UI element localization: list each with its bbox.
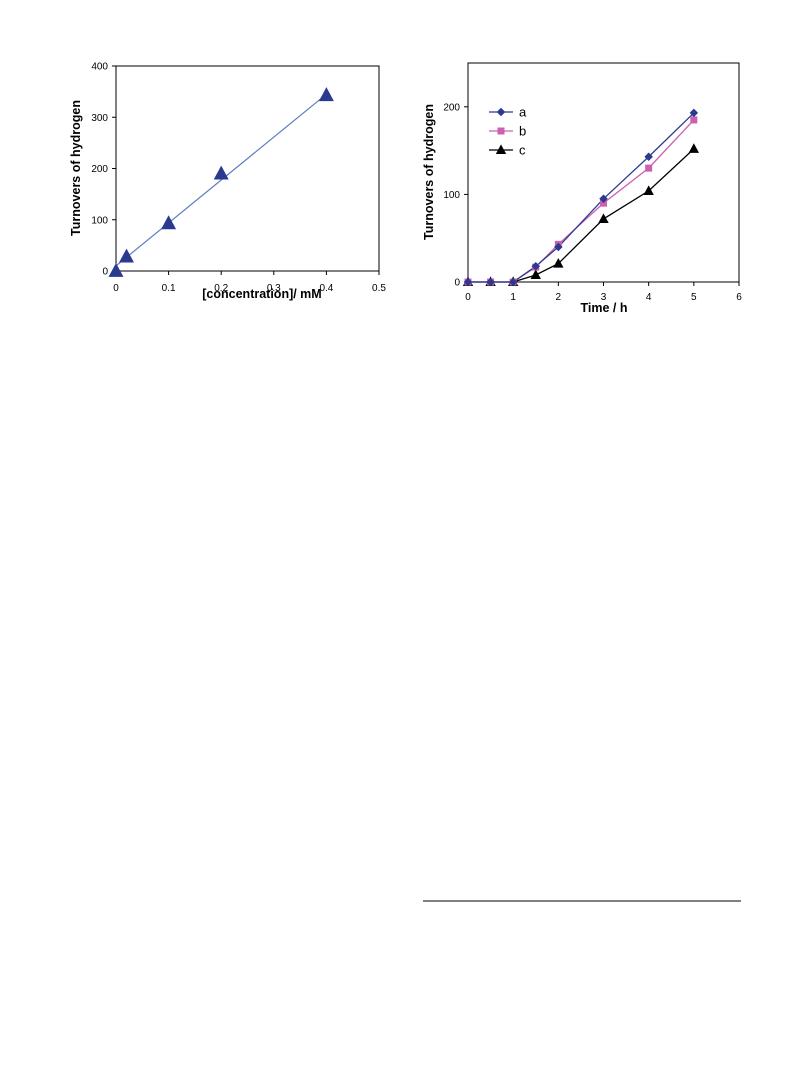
legend-label-c: c [519,143,526,158]
chart-2-plot-frame [467,62,740,283]
chart-1-plot-frame [115,65,380,272]
legend-marker-c [495,144,507,155]
chart-1-y-tick-label: 100 [91,215,108,226]
chart-2-data-point-b [690,116,698,124]
chart-1-x-tick-label: 0.5 [372,283,386,294]
chart-2-series-line-a [468,112,695,283]
chart-1: 0 100 200 300 400 0 0.1 0.2 0.3 0.4 0.5 [concentr… [69,62,386,302]
chart-1-y-tick-label: 0 [102,267,108,278]
chart-1-x-tick-label: 0.3 [267,283,281,294]
chart-2-data-point-b [645,164,653,172]
chart-2-data-point-b [600,199,607,207]
chart-2-y-tick-label: 200 [443,102,460,113]
chart-1-y-ticks: 0 100 200 300 400 [91,62,116,278]
chart-2-x-tick-label: 6 [736,292,742,303]
chart-2-data-point-c [530,269,541,280]
chart-2-data-point-a [486,277,495,287]
chart-1-x-tick-label: 0.2 [214,283,228,294]
chart-2-x-axis-title: Time / h [580,301,627,315]
chart-1-data-point [108,262,124,277]
chart-1-trendline [115,93,327,267]
chart-1-x-tick-label: 0.1 [162,283,176,294]
chart-2: 0 100 200 0 1 2 3 4 5 6 abc Time / h Turnovers o… [422,62,742,315]
legend-marker-a [496,107,506,117]
legend-marker-b [497,127,505,135]
chart-2-x-ticks: 0 1 2 3 4 5 6 [465,282,742,303]
chart-1-x-tick-label: 0 [113,283,119,294]
chart-2-x-tick-label: 0 [465,292,471,303]
chart-2-y-tick-label: 0 [454,278,460,289]
chart-2-x-tick-label: 3 [601,292,607,303]
chart-2-x-tick-label: 5 [691,292,697,303]
chart-1-x-axis-title: [concentration]/ mM [202,287,321,301]
chart-1-marks [108,87,334,277]
chart-2-data-point-a [508,277,518,287]
chart-2-y-ticks: 0 100 200 [443,102,468,289]
chart-2-x-tick-label: 4 [646,292,652,303]
chart-1-data-point [161,215,177,230]
chart-1-data-point [318,87,334,102]
legend-label-a: a [519,105,527,120]
chart-2-legend: abc [489,105,527,158]
chart-2-y-axis-title: Turnovers of hydrogen [422,104,436,240]
chart-1-data-point [119,248,134,263]
chart-2-data-point-a [599,194,608,204]
chart-2-data-point-c [688,143,700,153]
chart-2-x-tick-label: 2 [556,292,562,303]
chart-2-data-point-a [689,108,699,118]
chart-2-x-tick-label: 1 [510,292,516,303]
chart-2-data-point-a [644,152,653,161]
chart-1-y-axis-title: Turnovers of hydrogen [69,100,83,236]
chart-2-data-point-a [463,277,473,287]
chart-1-x-tick-label: 0.4 [319,283,333,294]
chart-2-data-point-c [643,185,654,195]
chart-2-series-line-b [468,119,695,283]
chart-2-y-tick-label: 100 [443,190,460,201]
chart-2-marks [462,108,700,287]
chart-1-y-tick-label: 400 [91,62,108,73]
chart-1-data-point [213,165,229,180]
chart-2-series-line-c [468,148,695,283]
chart-2-data-point-a [531,261,540,271]
chart-1-y-tick-label: 300 [91,113,108,124]
chart-2-data-point-c [598,213,609,223]
chart-2-data-point-c [553,258,564,268]
chart-1-y-tick-label: 200 [91,164,108,175]
chart-2-data-point-a [554,242,563,252]
legend-label-b: b [519,124,526,139]
